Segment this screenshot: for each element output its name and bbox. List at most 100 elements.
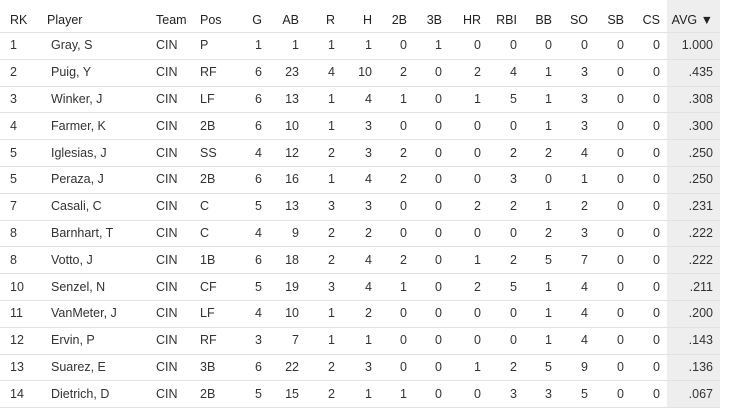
- player-name[interactable]: Dietrich, D: [51, 386, 110, 401]
- column-header[interactable]: Team: [156, 13, 187, 27]
- rank: 10: [10, 279, 24, 294]
- team: CIN: [156, 172, 178, 187]
- player-name[interactable]: Suarez, E: [51, 360, 106, 374]
- doubles: 0: [400, 38, 407, 53]
- column-header[interactable]: RBI: [496, 13, 517, 27]
- position: 3B: [200, 360, 216, 374]
- games: 6: [255, 92, 262, 106]
- rbi: 0: [510, 333, 517, 348]
- player-name[interactable]: Winker, J: [51, 92, 103, 106]
- rank: 11: [10, 306, 23, 321]
- stolen-bases: 0: [617, 145, 624, 160]
- triples: 0: [435, 306, 442, 321]
- doubles: 0: [400, 199, 407, 214]
- at-bats: 15: [285, 386, 299, 401]
- strikeouts: 3: [581, 226, 588, 240]
- walks: 1: [545, 92, 552, 106]
- player-name[interactable]: Gray, S: [51, 38, 93, 53]
- caught-stealing: 0: [653, 199, 660, 214]
- row-divider: [0, 86, 720, 87]
- rank: 8: [10, 252, 17, 267]
- team: CIN: [156, 38, 178, 53]
- player-name[interactable]: Farmer, K: [51, 118, 106, 133]
- row-divider: [0, 300, 720, 301]
- player-name[interactable]: Puig, Y: [51, 65, 92, 80]
- column-header[interactable]: SB: [607, 13, 624, 27]
- strikeouts: 3: [581, 92, 588, 106]
- batting-average: 1.000: [681, 38, 713, 53]
- triples: 0: [435, 360, 442, 374]
- stolen-bases: 0: [617, 279, 624, 294]
- triples: 0: [435, 199, 442, 214]
- at-bats: 22: [285, 360, 299, 374]
- team: CIN: [156, 65, 178, 80]
- column-header[interactable]: BB: [535, 13, 552, 27]
- player-name[interactable]: Ervin, P: [51, 333, 95, 348]
- runs: 2: [328, 386, 335, 401]
- games: 6: [255, 65, 262, 80]
- team: CIN: [156, 252, 178, 267]
- batting-average: .211: [689, 279, 713, 294]
- triples: 0: [435, 279, 442, 294]
- doubles: 0: [400, 333, 407, 348]
- caught-stealing: 0: [653, 386, 660, 401]
- column-header[interactable]: SO: [569, 13, 588, 27]
- batting-average: .067: [688, 386, 713, 401]
- stolen-bases: 0: [617, 38, 624, 53]
- column-header[interactable]: G: [252, 13, 262, 27]
- walks: 1: [545, 65, 552, 80]
- column-header[interactable]: AVG ▼: [671, 13, 713, 27]
- rbi: 5: [510, 279, 517, 294]
- player-name[interactable]: Barnhart, T: [51, 226, 114, 240]
- position: CF: [200, 279, 217, 294]
- column-header[interactable]: Player: [47, 13, 83, 27]
- column-header[interactable]: 2B: [391, 13, 407, 27]
- row-divider: [0, 166, 720, 167]
- games: 4: [255, 226, 262, 240]
- triples: 0: [435, 172, 442, 187]
- at-bats: 12: [285, 145, 299, 160]
- home-runs: 0: [474, 172, 481, 187]
- rbi: 2: [510, 252, 517, 267]
- triples: 1: [435, 38, 442, 53]
- column-header[interactable]: HR: [462, 13, 481, 27]
- rbi: 3: [510, 172, 517, 187]
- team: CIN: [156, 279, 178, 294]
- player-name[interactable]: VanMeter, J: [51, 306, 117, 321]
- batting-average: .308: [688, 92, 713, 106]
- walks: 1: [545, 306, 552, 321]
- at-bats: 1: [292, 38, 299, 53]
- games: 4: [255, 306, 262, 321]
- position: C: [200, 199, 210, 214]
- position: 1B: [200, 252, 216, 267]
- stolen-bases: 0: [617, 386, 624, 401]
- column-header[interactable]: AB: [282, 13, 299, 27]
- team: CIN: [156, 306, 178, 321]
- row-divider: [0, 380, 720, 381]
- player-name[interactable]: Senzel, N: [51, 279, 106, 294]
- home-runs: 0: [474, 333, 481, 348]
- hits: 1: [365, 333, 372, 348]
- stolen-bases: 0: [617, 252, 624, 267]
- column-header[interactable]: CS: [642, 13, 660, 27]
- strikeouts: 5: [581, 386, 588, 401]
- player-name[interactable]: Iglesias, J: [51, 145, 107, 160]
- home-runs: 0: [474, 226, 481, 240]
- column-header: RK: [10, 13, 28, 27]
- games: 6: [255, 172, 262, 187]
- column-header[interactable]: Pos: [200, 13, 222, 27]
- triples: 0: [435, 145, 442, 160]
- player-name[interactable]: Peraza, J: [51, 172, 104, 187]
- player-name[interactable]: Votto, J: [51, 252, 93, 267]
- walks: 0: [545, 38, 552, 53]
- hits: 3: [365, 360, 372, 374]
- at-bats: 16: [285, 172, 299, 187]
- column-header[interactable]: 3B: [426, 13, 442, 27]
- column-header[interactable]: R: [325, 13, 335, 27]
- caught-stealing: 0: [653, 145, 660, 160]
- team: CIN: [156, 333, 178, 348]
- column-header[interactable]: H: [362, 13, 372, 27]
- games: 6: [255, 360, 262, 374]
- row-divider: [0, 32, 720, 33]
- player-name[interactable]: Casali, C: [51, 199, 102, 214]
